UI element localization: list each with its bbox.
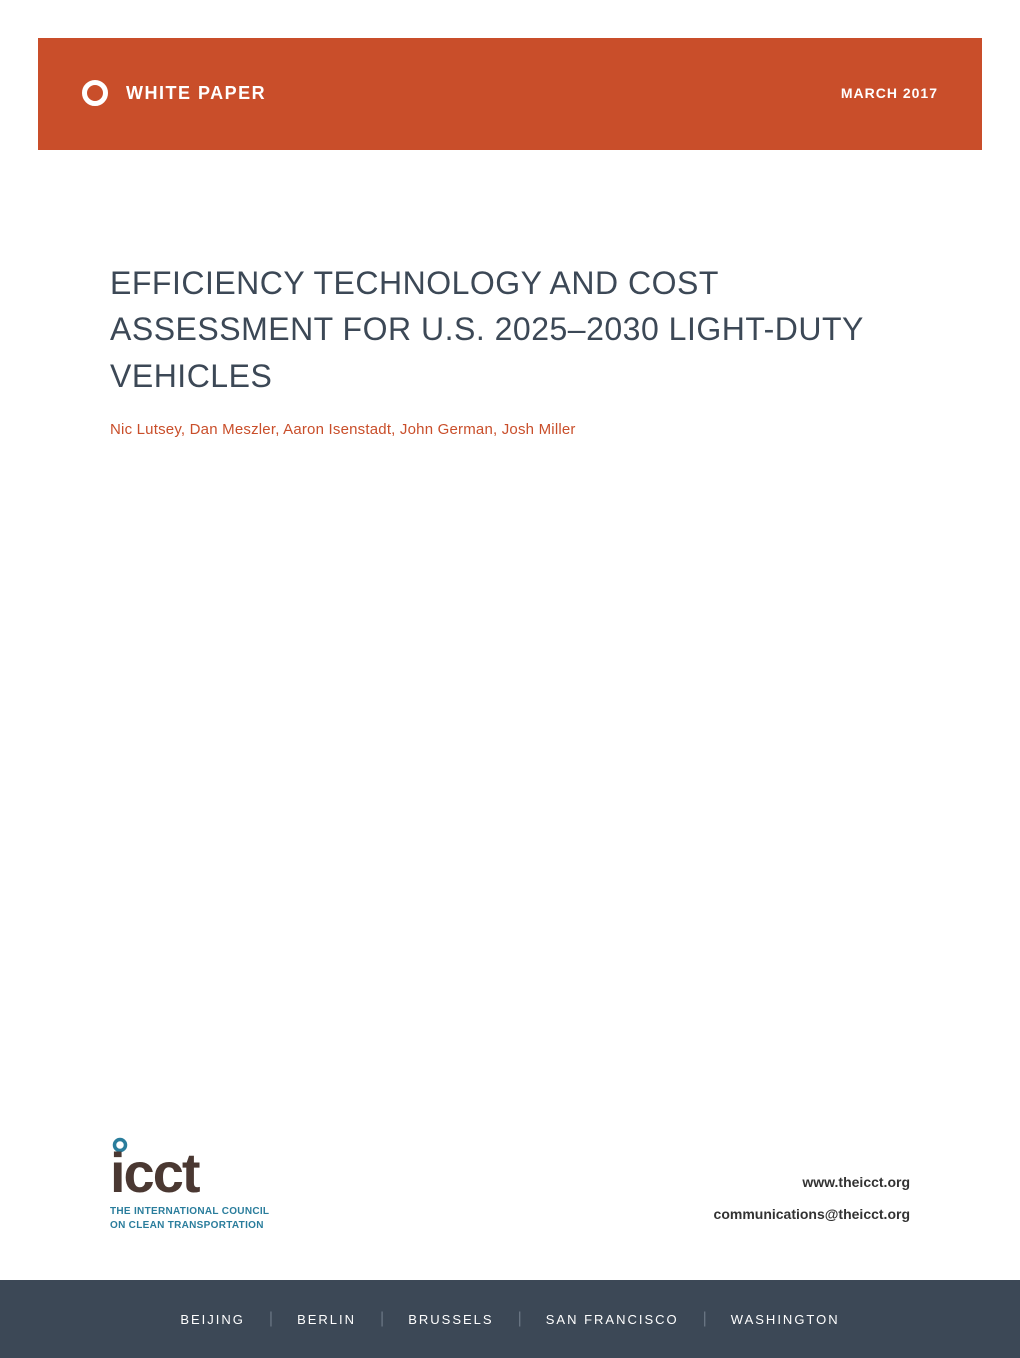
logo-tagline: THE INTERNATIONAL COUNCIL ON CLEAN TRANS…: [110, 1205, 269, 1232]
footer-city: BRUSSELS: [384, 1312, 517, 1327]
banner-left-group: WHITE PAPER: [82, 80, 266, 106]
footer-cities-bar: BEIJING | BERLIN | BRUSSELS | SAN FRANCI…: [0, 1280, 1020, 1358]
tagline-line-1: THE INTERNATIONAL COUNCIL: [110, 1206, 269, 1217]
authors-list: Nic Lutsey, Dan Meszler, Aaron Isenstadt…: [110, 421, 910, 438]
main-content: EFFICIENCY TECHNOLOGY AND COST ASSESSMEN…: [0, 150, 1020, 438]
document-date: MARCH 2017: [841, 85, 938, 101]
contact-info: www.theicct.org communications@theicct.o…: [714, 1158, 910, 1222]
header-banner: WHITE PAPER MARCH 2017: [38, 38, 982, 150]
document-title: EFFICIENCY TECHNOLOGY AND COST ASSESSMEN…: [110, 260, 910, 399]
svg-text:icct: icct: [110, 1141, 200, 1199]
circle-icon: [82, 80, 108, 106]
contact-email: communications@theicct.org: [714, 1206, 910, 1222]
website-url: www.theicct.org: [714, 1174, 910, 1190]
footer-city: BERLIN: [273, 1312, 380, 1327]
tagline-line-2: ON CLEAN TRANSPORTATION: [110, 1220, 264, 1231]
footer-city: BEIJING: [156, 1312, 269, 1327]
organization-logo-block: icct THE INTERNATIONAL COUNCIL ON CLEAN …: [110, 1137, 269, 1232]
footer-city: WASHINGTON: [707, 1312, 864, 1327]
document-type-label: WHITE PAPER: [126, 83, 266, 104]
footer-city: SAN FRANCISCO: [522, 1312, 703, 1327]
icct-logo: icct: [110, 1137, 250, 1199]
